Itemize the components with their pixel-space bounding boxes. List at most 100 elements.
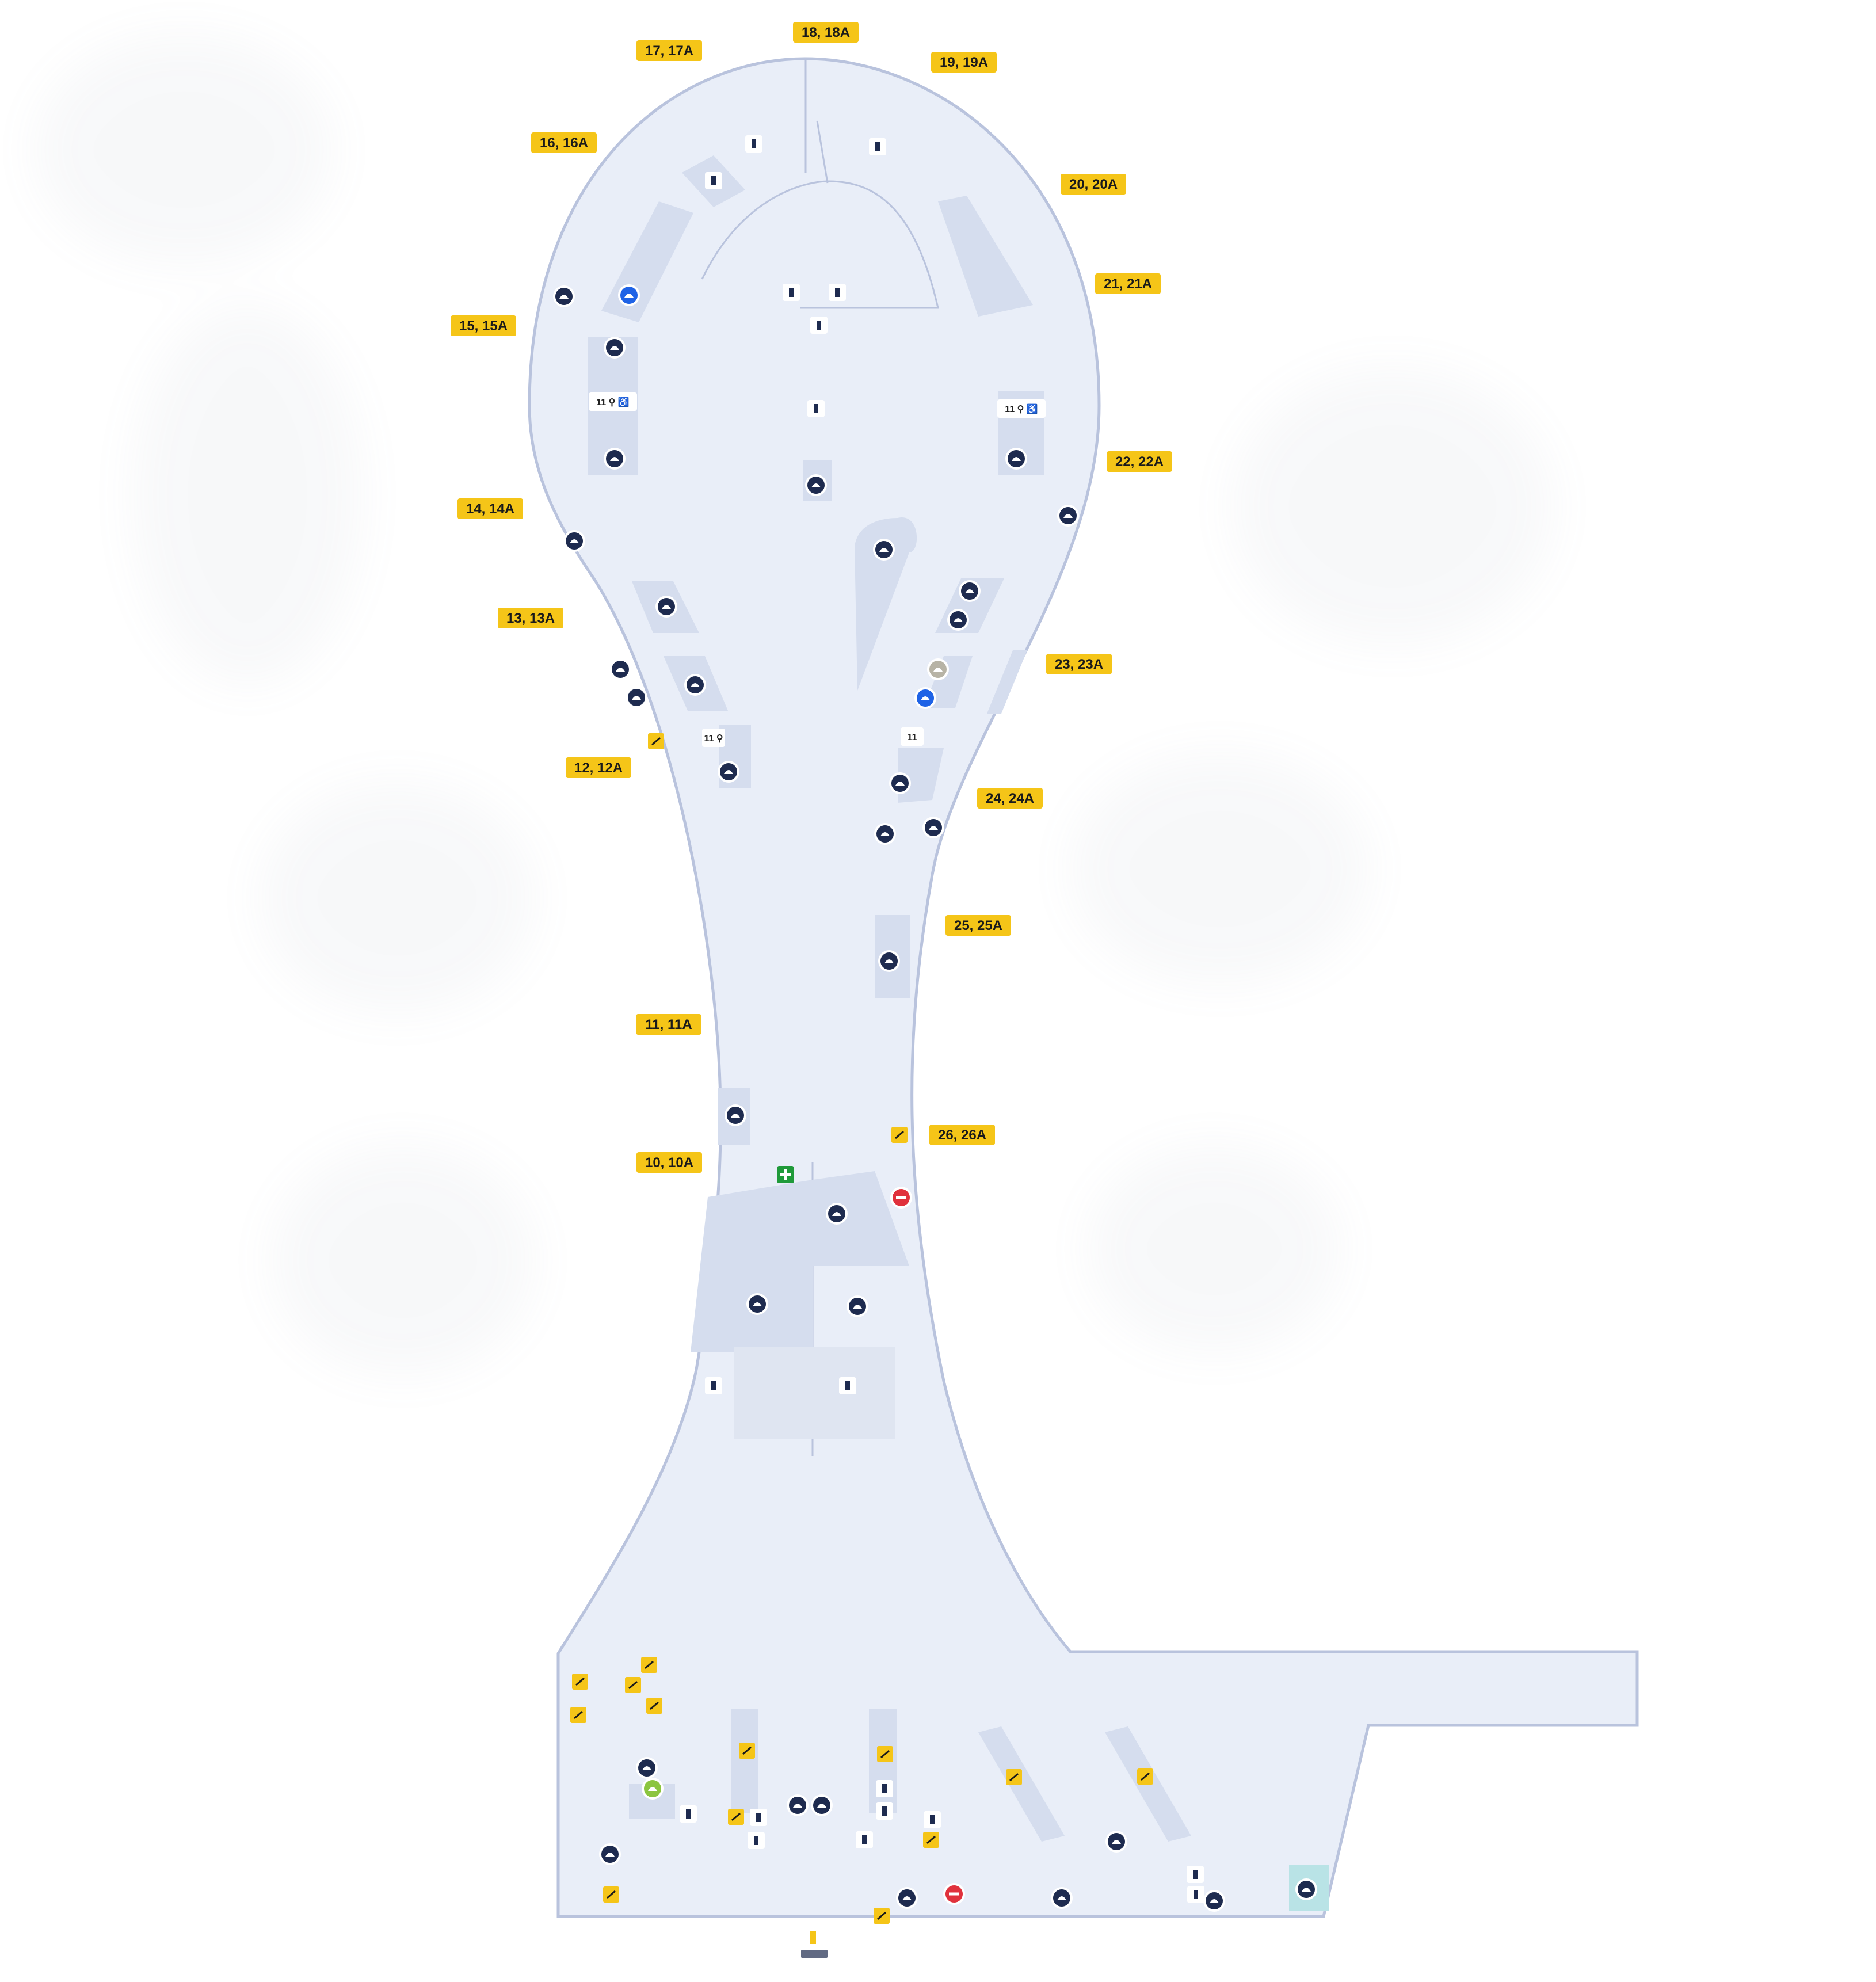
- escalator-icon[interactable]: [646, 1698, 662, 1714]
- restroom-icon[interactable]: [609, 658, 631, 680]
- facility-marker[interactable]: [705, 172, 722, 189]
- dining-icon[interactable]: [718, 761, 739, 783]
- dining-icon[interactable]: [725, 1104, 746, 1126]
- elevator-icon[interactable]: [1051, 1887, 1073, 1909]
- restroom-icon[interactable]: [1203, 1890, 1225, 1912]
- escalator-icon[interactable]: [923, 1832, 939, 1848]
- gate-badge[interactable]: 12, 12A: [566, 757, 631, 778]
- escalator-icon[interactable]: [625, 1677, 641, 1693]
- dining-icon[interactable]: [878, 950, 900, 972]
- facility-marker[interactable]: [705, 1377, 722, 1394]
- facility-marker[interactable]: [783, 284, 800, 301]
- facility-marker[interactable]: [856, 1831, 873, 1848]
- elevator-icon[interactable]: [599, 1843, 621, 1865]
- escalator-icon[interactable]: [603, 1886, 619, 1903]
- currency-exchange-icon[interactable]: [927, 658, 949, 680]
- restroom-icon[interactable]: [874, 823, 896, 845]
- dining-icon[interactable]: [947, 609, 969, 631]
- elevator-icon[interactable]: [896, 1887, 918, 1909]
- dining-icon[interactable]: [604, 448, 626, 470]
- facility-marker[interactable]: [680, 1805, 697, 1823]
- escalator-icon[interactable]: [641, 1657, 657, 1673]
- facility-marker[interactable]: [745, 135, 762, 153]
- lounge-icon[interactable]: [642, 1778, 664, 1800]
- gate-badge[interactable]: 10, 10A: [636, 1152, 702, 1173]
- escalator-icon[interactable]: [1006, 1769, 1022, 1785]
- gate-badge[interactable]: 22, 22A: [1107, 451, 1172, 472]
- shop-tag[interactable]: 11 ⚲: [702, 729, 725, 747]
- gate-badge[interactable]: 13, 13A: [498, 608, 563, 628]
- shop-tag[interactable]: 11 ⚲ ♿: [589, 392, 637, 411]
- facility-marker[interactable]: [876, 1802, 893, 1820]
- gate-badge[interactable]: 18, 18A: [793, 22, 859, 43]
- restroom-icon[interactable]: [563, 530, 585, 552]
- dining-icon[interactable]: [959, 580, 981, 602]
- dining-icon[interactable]: [1005, 448, 1027, 470]
- dining-icon[interactable]: [746, 1293, 768, 1315]
- escalator-icon[interactable]: [572, 1674, 588, 1690]
- restroom-icon[interactable]: [1057, 505, 1079, 527]
- escalator-icon[interactable]: [891, 1127, 908, 1143]
- restroom-icon-glyph: [570, 539, 579, 543]
- dining-icon[interactable]: [805, 474, 827, 496]
- gate-badge[interactable]: 16, 16A: [531, 132, 597, 153]
- first-aid-icon[interactable]: [777, 1166, 794, 1183]
- dining-icon[interactable]: [873, 539, 895, 561]
- restroom-icon[interactable]: [636, 1757, 658, 1779]
- facility-marker[interactable]: [876, 1780, 893, 1797]
- facility-marker[interactable]: [829, 284, 846, 301]
- escalator-icon[interactable]: [874, 1908, 890, 1924]
- escalator-icon-glyph: [731, 1812, 741, 1821]
- elevator-icon[interactable]: [811, 1794, 833, 1816]
- gate-label: 11, 11A: [645, 1017, 692, 1032]
- gate-badge[interactable]: 20, 20A: [1061, 174, 1126, 195]
- dining-icon[interactable]: [553, 285, 575, 307]
- facility-marker[interactable]: [750, 1809, 767, 1826]
- facility-marker[interactable]: [748, 1832, 765, 1849]
- restroom-icon[interactable]: [922, 817, 944, 838]
- facility-marker[interactable]: [1187, 1886, 1204, 1903]
- gate-badge[interactable]: 23, 23A: [1046, 654, 1112, 674]
- facility-marker[interactable]: [839, 1377, 856, 1394]
- gate-badge[interactable]: 21, 21A: [1095, 273, 1161, 294]
- no-entry-icon[interactable]: [890, 1187, 912, 1209]
- escalator-icon[interactable]: [728, 1809, 744, 1825]
- dining-icon[interactable]: [655, 596, 677, 618]
- facility-marker[interactable]: [810, 317, 828, 334]
- shop-tag[interactable]: 11: [901, 727, 924, 746]
- facility-marker[interactable]: [869, 138, 886, 155]
- shop-tag[interactable]: 11 ⚲ ♿: [997, 399, 1046, 418]
- information-icon[interactable]: [618, 284, 640, 306]
- dining-icon[interactable]: [826, 1203, 848, 1225]
- gate-badge[interactable]: 11, 11A: [636, 1014, 701, 1035]
- no-entry-icon[interactable]: [943, 1883, 965, 1905]
- escalator-icon[interactable]: [570, 1707, 586, 1723]
- gate-badge[interactable]: 19, 19A: [931, 52, 997, 73]
- gate-badge[interactable]: 17, 17A: [636, 40, 702, 61]
- restroom-icon[interactable]: [1295, 1878, 1317, 1900]
- facility-marker[interactable]: [1187, 1866, 1204, 1883]
- dining-icon[interactable]: [626, 687, 647, 708]
- gate-badge[interactable]: 26, 26A: [929, 1125, 995, 1145]
- escalator-icon[interactable]: [1137, 1768, 1153, 1785]
- facility-marker-glyph: [789, 288, 794, 297]
- information-icon[interactable]: [914, 687, 936, 709]
- dining-icon[interactable]: [889, 772, 911, 794]
- gate-badge[interactable]: 15, 15A: [451, 315, 516, 336]
- facility-marker[interactable]: [807, 400, 825, 417]
- escalator-icon[interactable]: [648, 733, 664, 749]
- dining-icon[interactable]: [684, 674, 706, 696]
- dining-icon[interactable]: [604, 337, 626, 359]
- escalator-icon[interactable]: [877, 1746, 893, 1762]
- exit-marker-label: [801, 1950, 828, 1958]
- escalator-icon[interactable]: [739, 1743, 755, 1759]
- elevator-icon[interactable]: [787, 1794, 809, 1816]
- gate-badge[interactable]: 25, 25A: [945, 915, 1011, 936]
- dining-icon[interactable]: [847, 1295, 868, 1317]
- gate-badge[interactable]: 24, 24A: [977, 788, 1043, 809]
- facility-marker[interactable]: [924, 1811, 941, 1828]
- gate-badge[interactable]: 14, 14A: [457, 498, 523, 519]
- exit-icon[interactable]: [801, 1931, 828, 1958]
- elevator-icon[interactable]: [1105, 1831, 1127, 1853]
